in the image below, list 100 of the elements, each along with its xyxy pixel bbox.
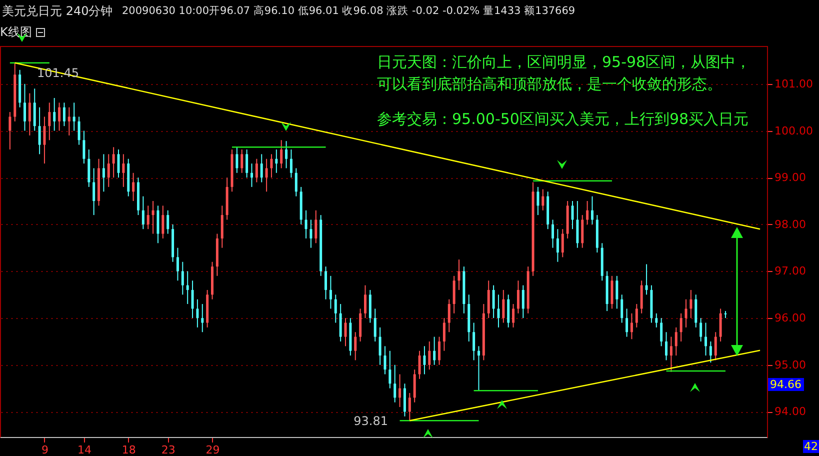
candlestick [102,154,105,192]
candlestick [23,83,26,132]
y-tick-label: 95.00 [774,358,806,372]
candlestick [477,346,480,392]
candlestick [448,298,450,333]
candlestick [665,332,668,361]
candlestick [92,168,96,216]
candlestick [556,228,559,262]
candlestick [512,304,515,328]
candlestick [290,148,292,178]
candlestick [394,364,396,403]
candlestick [581,214,584,248]
candlestick [265,158,268,192]
candlestick [700,318,702,342]
candlestick [181,261,184,296]
candlestick [334,294,337,324]
candlestick [492,284,495,319]
candlestick [240,148,244,174]
candlestick [359,308,362,342]
candlestick [571,200,574,230]
candlestick [344,318,347,347]
candlestick [645,264,648,296]
text: 42 [803,440,819,453]
x-tick-label: 14 [77,444,92,456]
candlestick [384,346,386,375]
candlestick [176,247,179,282]
candlestick [38,106,41,155]
candlestick [48,102,51,141]
candlestick [507,294,510,328]
candlestick [260,154,263,183]
candlestick [522,284,524,319]
candlestick [660,318,663,347]
candlestick [403,383,406,417]
candlestick [452,275,456,314]
candlestick [502,289,505,324]
candlestick [339,304,342,342]
y-tick-label: 97.00 [774,264,806,278]
candlestick [552,219,554,248]
candlestick [428,340,431,370]
candlestick [275,148,278,174]
candlestick [8,112,12,150]
candlestick [285,140,288,169]
candlestick [186,270,189,305]
candlestick [694,294,698,328]
candlestick [191,280,194,319]
candlestick [236,146,238,174]
candlestick [364,284,366,319]
candlestick [442,318,446,352]
candlestick [374,308,376,342]
candlestick [655,312,658,328]
candlestick [220,205,224,248]
candlestick [413,369,416,403]
annotation: 日元天图：汇价向上，区间明显，95-98区间，从图中， [377,53,751,71]
annotation: 参考交易：95.00-50区间买入美元，上行到98买入日元 [377,110,749,128]
candlestick [684,298,688,328]
y-tick-label: 101.00 [774,77,813,90]
candlestick [304,210,308,239]
candlestick [117,148,120,178]
candlestick [458,259,460,290]
candlestick [418,350,421,380]
candlestick [561,228,564,258]
text: 94.66 [768,378,804,391]
candlestick [670,336,672,372]
candlestick [132,172,135,202]
y-tick-label: 98.00 [774,218,806,231]
candlestick [280,140,283,169]
candlestick [680,312,682,342]
candlestick [28,92,31,136]
candlestick [438,336,441,366]
x-tick-label: 23 [161,444,176,456]
candlestick [122,154,125,188]
candlestick [329,275,332,310]
candlestick [68,106,70,136]
candlestick [246,148,248,178]
candlestick [324,266,328,300]
candlestick [408,392,411,422]
candlestick [314,210,318,244]
candlestick [152,200,154,234]
candlestick [472,322,476,361]
candlestick [368,289,372,324]
candlestick [354,332,357,361]
candlestick [610,275,614,310]
candlestick [630,312,633,340]
candlestick [704,322,707,356]
candlestick [107,154,110,188]
candlestick [62,102,66,127]
chart-title: 美元兑日元 240分钟 [2,3,113,20]
candlestick [388,350,392,389]
candlestick [536,186,540,216]
candlestick [88,148,90,188]
candlestick [255,158,258,183]
candlestick [156,205,160,244]
candlestick [640,280,643,314]
annotation: 93.81 [354,414,388,428]
candlestick [586,200,589,225]
y-tick-label: 99.00 [774,171,806,184]
candlestick [516,280,520,314]
annotation: 可以看到底部抬高和顶部放低，是一个收敛的形态。 [377,75,722,93]
candlestick [112,146,115,178]
candlestick [714,332,717,361]
